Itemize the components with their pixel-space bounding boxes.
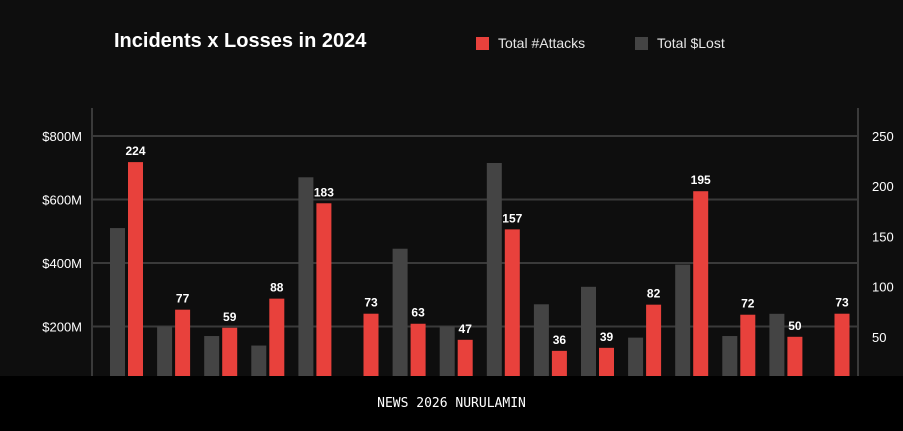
bar-attacks <box>457 339 473 376</box>
right-tick-label: 150 <box>872 229 894 244</box>
left-tick-label: $600M <box>42 193 82 208</box>
bar-lost <box>251 345 267 376</box>
bar-attacks <box>269 298 285 376</box>
bar-label-attacks: 59 <box>223 310 237 324</box>
bar-label-attacks: 183 <box>314 185 334 199</box>
bar-label-attacks: 50 <box>788 319 802 333</box>
bar-lost <box>675 264 691 376</box>
watermark-text: NEWS 2026 NURULAMIN <box>377 396 526 411</box>
bar-attacks <box>316 203 332 376</box>
bar-label-attacks: 47 <box>459 322 473 336</box>
bar-attacks <box>787 336 803 376</box>
watermark-banner: NEWS 2026 NURULAMIN <box>0 376 903 431</box>
bar-lost <box>533 304 549 376</box>
bar-label-attacks: 88 <box>270 281 284 295</box>
bar-label-attacks: 82 <box>647 287 661 301</box>
legend-label-lost: Total $Lost <box>657 35 725 51</box>
legend-label-attacks: Total #Attacks <box>498 35 586 51</box>
bar-attacks <box>740 314 756 376</box>
bar-label-attacks: 224 <box>125 144 145 158</box>
bar-lost <box>628 337 644 376</box>
legend-lost: Total $Lost <box>635 35 725 51</box>
bar-attacks <box>222 327 238 376</box>
right-tick-label: 200 <box>872 179 894 194</box>
bar-lost <box>486 162 502 376</box>
chart: Incidents x Losses in 2024 Total #Attack… <box>0 0 903 376</box>
bar-lost <box>392 248 408 376</box>
bar-attacks <box>693 191 709 376</box>
bar-attacks <box>599 347 614 376</box>
left-tick-label: $400M <box>42 256 82 271</box>
bar-attacks <box>551 350 567 376</box>
bar-attacks <box>504 229 520 376</box>
bar-attacks <box>363 313 379 376</box>
bar-lost <box>110 228 125 376</box>
bar-attacks <box>175 309 191 376</box>
bar-lost <box>204 336 220 376</box>
chart-title: Incidents x Losses in 2024 <box>114 30 367 52</box>
bar-label-attacks: 39 <box>600 330 614 344</box>
bar-label-attacks: 157 <box>502 211 522 225</box>
bar-label-attacks: 36 <box>553 333 567 347</box>
bar-attacks <box>646 304 662 376</box>
chart-plot: $200M $400M $600M $800M 50 100 150 200 250 224 77 5… <box>42 108 894 376</box>
bar-attacks <box>128 162 143 376</box>
bar-label-attacks: 77 <box>176 292 190 306</box>
bar-label-attacks: 73 <box>835 296 849 310</box>
right-tick-label: 50 <box>872 330 886 345</box>
bar-label-attacks: 195 <box>691 173 711 187</box>
left-tick-label: $800M <box>42 129 82 144</box>
bar-lost <box>722 336 738 376</box>
bar-label-attacks: 73 <box>364 296 378 310</box>
right-tick-label: 250 <box>872 129 894 144</box>
bar-attacks <box>834 313 850 376</box>
bar-label-attacks: 63 <box>411 306 425 320</box>
bar-lost <box>581 286 596 376</box>
left-tick-label: $200M <box>42 320 82 335</box>
bar-lost <box>298 177 314 376</box>
bar-label-attacks: 72 <box>741 297 755 311</box>
right-tick-label: 100 <box>872 280 894 295</box>
legend-swatch-lost <box>635 36 648 50</box>
bar-attacks <box>410 323 426 376</box>
legend-swatch-attacks <box>476 36 489 50</box>
bar-lost <box>439 326 455 376</box>
legend-attacks: Total #Attacks <box>476 35 585 51</box>
bar-lost <box>157 326 173 376</box>
bar-lost <box>769 313 785 376</box>
